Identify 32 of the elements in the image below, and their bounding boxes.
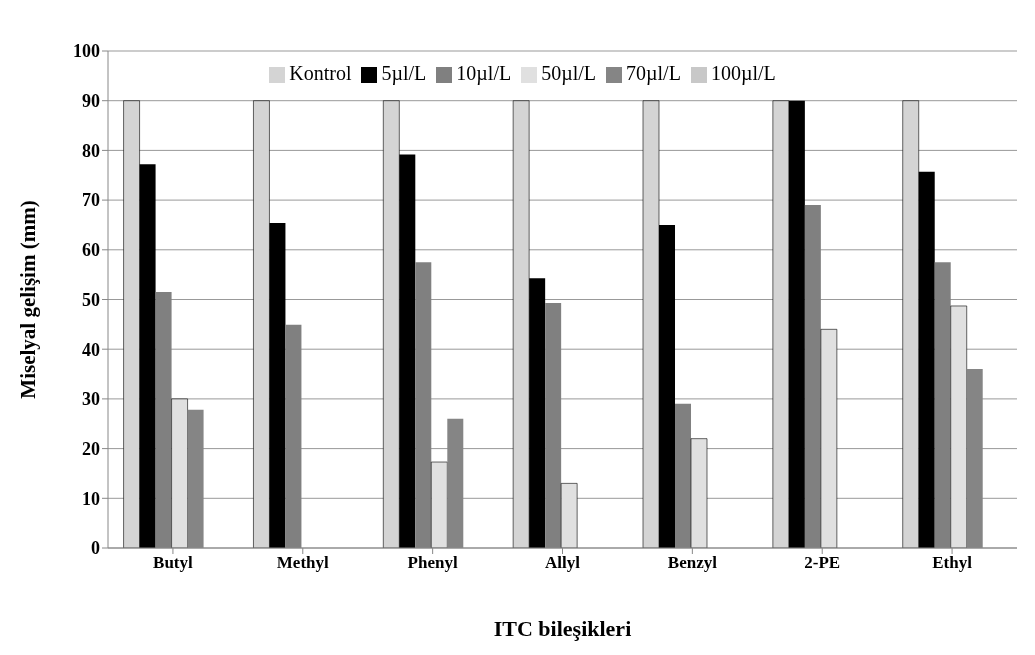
bar xyxy=(431,461,448,548)
x-tick-label: 2-PE xyxy=(804,553,841,573)
legend-label: 50µl/L xyxy=(541,62,597,84)
legend-label: Kontrol xyxy=(289,62,352,84)
y-tick-label: 40 xyxy=(82,339,100,360)
y-tick-label: 0 xyxy=(91,538,100,559)
legend-label: 100µl/L xyxy=(710,62,776,84)
y-tick-label: 90 xyxy=(82,91,100,112)
y-axis-title: Miselyal gelişim (mm) xyxy=(16,200,41,399)
y-tick-label: 20 xyxy=(82,438,100,459)
legend-label: 5µl/L xyxy=(381,62,427,84)
x-tick-label: Methyl xyxy=(276,553,330,573)
y-tick-label: 30 xyxy=(82,389,100,410)
bar xyxy=(560,483,578,548)
x-tick-label: Allyl xyxy=(545,553,581,573)
legend-label: 10µl/L xyxy=(456,62,512,84)
x-tick-label: Ethyl xyxy=(932,553,973,573)
x-axis-title: ITC bileşikleri xyxy=(493,616,632,641)
y-tick-label: 100 xyxy=(73,41,100,62)
y-tick-label: 50 xyxy=(82,289,100,310)
x-tick-label: Phenyl xyxy=(407,553,458,573)
bar xyxy=(820,329,838,548)
y-tick-label: 60 xyxy=(82,240,100,261)
bar xyxy=(171,398,188,548)
bar xyxy=(950,305,968,548)
x-tick-label: Butyl xyxy=(153,553,194,573)
y-tick-label: 80 xyxy=(82,140,100,161)
x-tick-label: Benzyl xyxy=(667,553,718,573)
y-tick-label: 70 xyxy=(82,190,100,211)
bar xyxy=(690,438,708,548)
y-tick-label: 10 xyxy=(82,488,100,509)
legend-label: 70µl/L xyxy=(626,62,681,84)
